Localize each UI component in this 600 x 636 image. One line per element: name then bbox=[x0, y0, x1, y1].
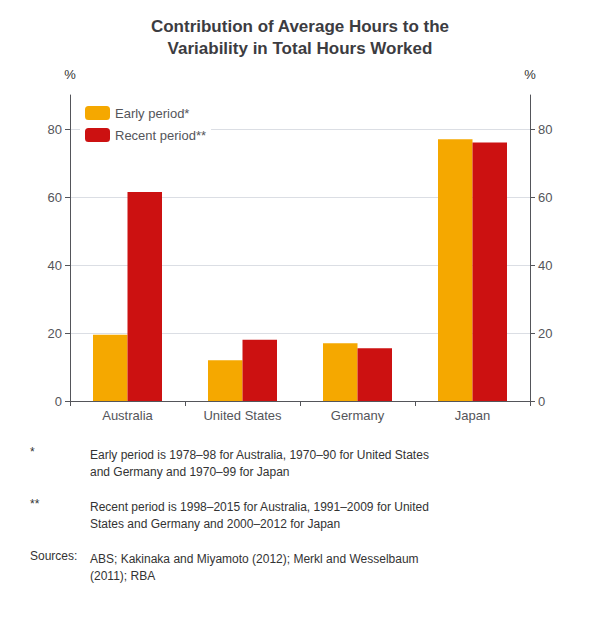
svg-text:Contribution of Average Hours: Contribution of Average Hours to the bbox=[151, 17, 449, 36]
svg-text:40: 40 bbox=[48, 258, 62, 273]
svg-text:(2011); RBA: (2011); RBA bbox=[90, 569, 155, 583]
svg-text:%: % bbox=[524, 67, 536, 82]
svg-text:80: 80 bbox=[48, 122, 62, 137]
svg-text:60: 60 bbox=[538, 190, 552, 205]
svg-text:Early period is 1978–98 for Au: Early period is 1978–98 for Australia, 1… bbox=[90, 448, 429, 462]
svg-text:Recent period is 1998–2015 for: Recent period is 1998–2015 for Australia… bbox=[90, 500, 429, 514]
svg-text:ABS; Kakinaka and Miyamoto (20: ABS; Kakinaka and Miyamoto (2012); Merkl… bbox=[90, 552, 419, 566]
svg-text:Early period*: Early period* bbox=[115, 106, 189, 121]
svg-text:20: 20 bbox=[538, 326, 552, 341]
svg-text:Germany: Germany bbox=[331, 408, 385, 423]
svg-text:Variability in Total Hours Wor: Variability in Total Hours Worked bbox=[168, 39, 433, 58]
svg-text:60: 60 bbox=[48, 190, 62, 205]
svg-text:**: ** bbox=[30, 497, 40, 511]
svg-text:40: 40 bbox=[538, 258, 552, 273]
svg-text:0: 0 bbox=[55, 394, 62, 409]
svg-text:Sources:: Sources: bbox=[30, 549, 77, 563]
svg-text:0: 0 bbox=[538, 394, 545, 409]
svg-text:%: % bbox=[64, 67, 76, 82]
svg-text:20: 20 bbox=[48, 326, 62, 341]
svg-text:United States: United States bbox=[203, 408, 282, 423]
svg-text:and Germany and 1970–99 for Ja: and Germany and 1970–99 for Japan bbox=[90, 465, 289, 479]
svg-text:States and Germany and 2000–20: States and Germany and 2000–2012 for Jap… bbox=[90, 517, 340, 531]
svg-text:*: * bbox=[30, 445, 35, 459]
svg-text:Recent period**: Recent period** bbox=[115, 128, 206, 143]
svg-text:Australia: Australia bbox=[102, 408, 153, 423]
svg-text:Japan: Japan bbox=[455, 408, 490, 423]
svg-text:80: 80 bbox=[538, 122, 552, 137]
